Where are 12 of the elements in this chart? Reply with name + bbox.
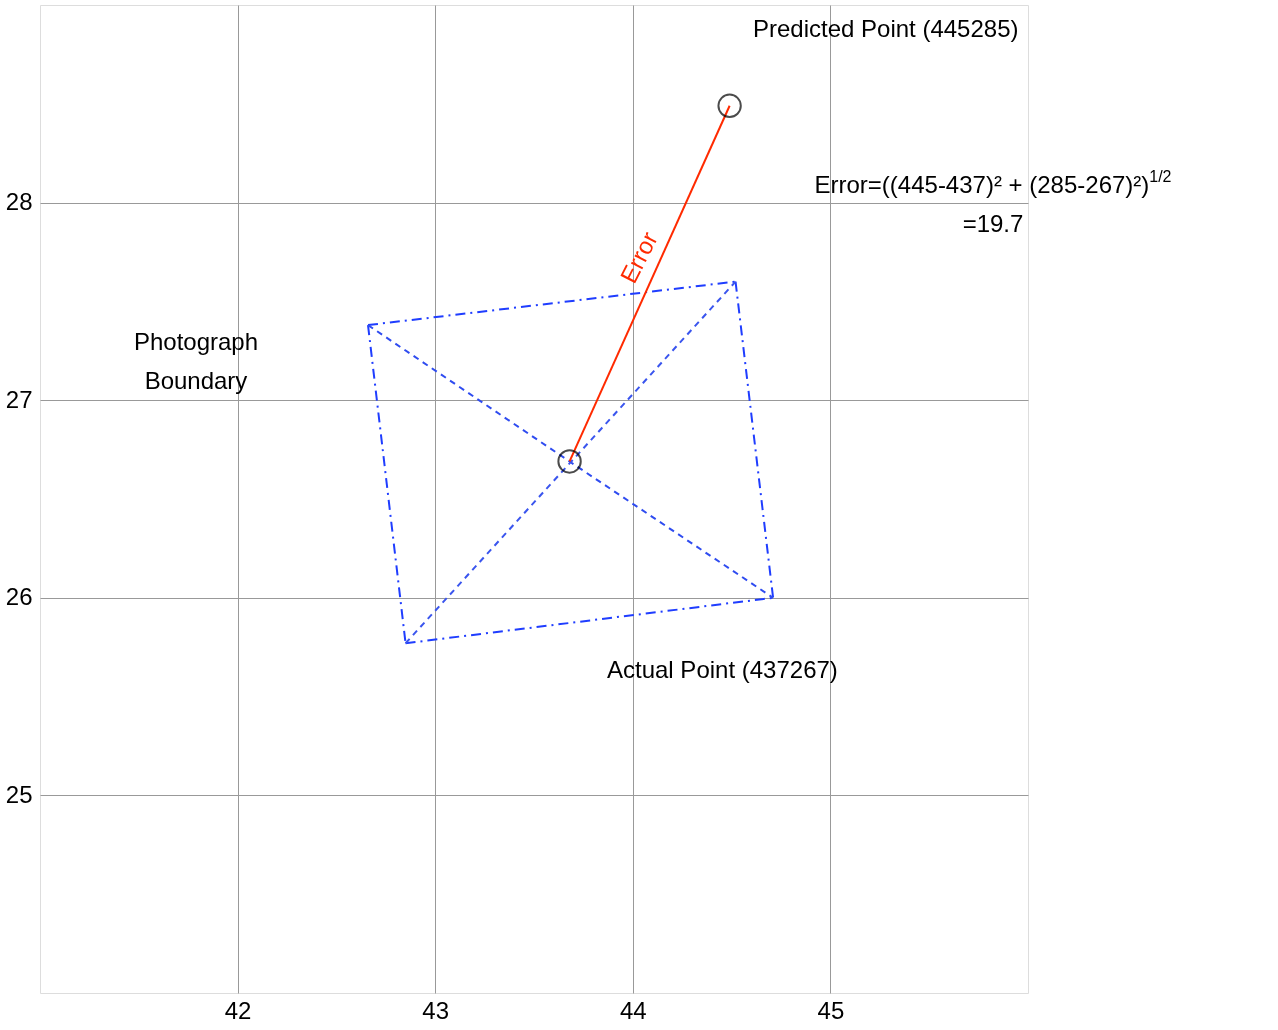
x-tick-label: 44 <box>619 996 647 1024</box>
annotation: Actual Point (437267) <box>607 656 838 683</box>
annotation: Photograph Boundary <box>133 328 259 394</box>
x-tick-label: 45 <box>817 996 845 1024</box>
annotation: Error <box>614 227 663 288</box>
y-tick-label: 28 <box>5 188 33 216</box>
annotation: Predicted Point (445285) <box>753 15 1019 42</box>
x-tick-label: 43 <box>422 996 450 1024</box>
y-tick-label: 26 <box>5 583 33 611</box>
y-tick-label: 25 <box>5 780 33 808</box>
x-tick-label: 42 <box>224 996 252 1024</box>
y-tick-label: 27 <box>5 385 33 413</box>
